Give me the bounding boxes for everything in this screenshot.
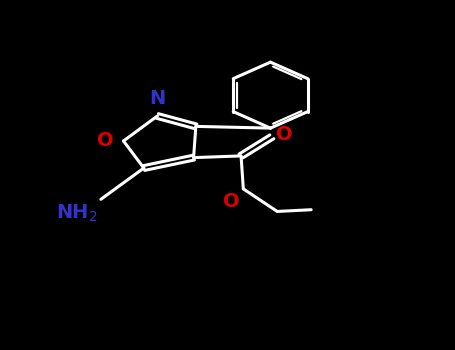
Text: N: N bbox=[149, 89, 166, 108]
Text: O: O bbox=[97, 132, 114, 150]
Text: NH$_2$: NH$_2$ bbox=[56, 203, 97, 224]
Text: O: O bbox=[276, 125, 293, 144]
Text: O: O bbox=[223, 193, 240, 211]
